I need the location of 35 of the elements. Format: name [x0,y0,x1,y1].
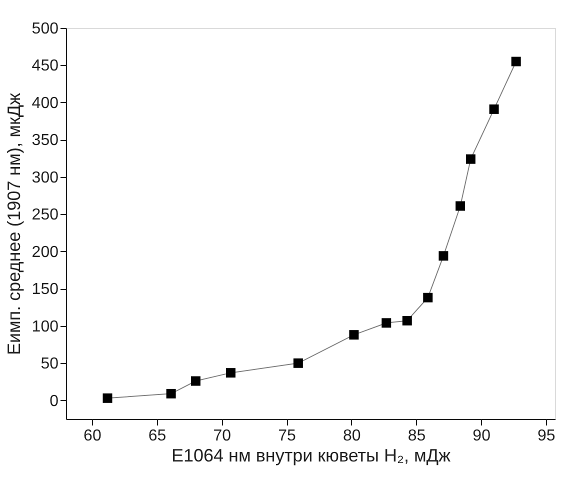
y-tick-label: 200 [32,244,59,261]
y-tick-label: 50 [40,356,59,373]
y-tick-label: 300 [32,169,59,186]
point [349,330,359,340]
x-tick-label: 95 [538,428,556,444]
y-tick-label: 100 [32,318,59,336]
y-tick-label: 500 [32,20,59,38]
x-tick-label: 60 [84,428,102,444]
point [293,358,303,368]
point [489,104,499,114]
x-tick-label: 85 [408,428,426,444]
y-tick-label: 250 [32,206,59,224]
y-tick-label: 400 [32,94,59,112]
x-tick-label: 80 [342,428,361,444]
y-tick-label: 450 [32,58,59,75]
y-axis-title: Eимп. среднее (1907 нм), мкДж [4,92,24,356]
point [438,251,448,261]
point [402,316,412,326]
x-tick-label: 90 [472,428,491,444]
x-tick-label: 70 [213,428,232,444]
point [466,154,476,164]
y-tick-label: 0 [50,392,59,410]
point [382,318,392,328]
x-tick-label: 65 [148,428,166,444]
y-tick-label: 350 [32,132,59,150]
x-tick-label: 75 [278,428,296,444]
point [456,201,466,211]
point [190,376,200,386]
point [226,368,236,378]
point [102,393,112,403]
y-tick-label: 150 [32,281,59,298]
point [166,388,176,398]
point [511,56,521,66]
x-axis-title: E1064 нм внутри кюветы H₂, мДж [171,446,451,466]
point [423,292,433,302]
